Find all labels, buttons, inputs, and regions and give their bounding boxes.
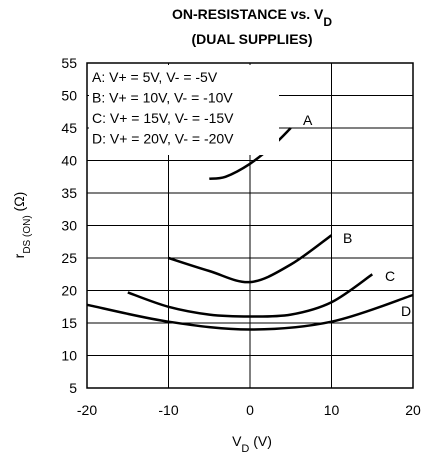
y-tick-label: 25	[61, 250, 77, 266]
legend-entry: A: V+ = 5V, V- = -5V	[92, 69, 218, 85]
y-tick-label: 20	[61, 283, 77, 299]
chart-title-line1: ON-RESISTANCE vs. VD	[172, 6, 332, 29]
series-line-b	[168, 234, 333, 284]
y-tick-label: 50	[61, 88, 77, 104]
y-tick-label: 55	[61, 55, 77, 71]
series-line-a	[209, 127, 292, 180]
series-label-a: A	[303, 112, 313, 128]
series-label-d: D	[401, 303, 411, 319]
y-tick-label: 15	[61, 315, 77, 331]
x-tick-labels: -20 -10 0 10 20	[77, 402, 421, 418]
y-axis-label: rDS (ON) (Ω)	[11, 192, 33, 259]
plot-frame	[86, 62, 414, 389]
y-tick-label: 30	[61, 218, 77, 234]
x-axis-label: VD (V)	[232, 433, 272, 455]
y-tick-label: 10	[61, 348, 77, 364]
y-tick-label: 35	[61, 185, 77, 201]
y-tick-label: 5	[69, 380, 77, 396]
x-tick-label: -20	[77, 402, 97, 418]
series-label-c: C	[385, 268, 395, 284]
chart-title-line2: (DUAL SUPPLIES)	[191, 31, 312, 47]
y-tick-label: 40	[61, 153, 77, 169]
y-tick-label: 45	[61, 120, 77, 136]
legend-box	[89, 65, 279, 155]
x-tick-label: 10	[324, 402, 340, 418]
series-label-b: B	[343, 230, 352, 246]
series-labels: A B C D	[303, 112, 411, 319]
x-tick-label: 0	[246, 402, 254, 418]
series-line-d	[86, 293, 414, 331]
y-tick-labels: 5 10 15 20 25 30 35 40 45 50 55	[61, 55, 77, 396]
x-tick-label: 20	[405, 402, 421, 418]
legend-entry: D: V+ = 20V, V- = -20V	[92, 131, 234, 147]
legend-entry: B: V+ = 10V, V- = -10V	[92, 90, 233, 106]
series-lines	[86, 127, 414, 331]
x-tick-label: -10	[158, 402, 178, 418]
legend-entry: C: V+ = 15V, V- = -15V	[92, 110, 234, 126]
legend: A: V+ = 5V, V- = -5V B: V+ = 10V, V- = -1…	[89, 65, 279, 155]
series-line-c	[127, 273, 374, 318]
chart-title: ON-RESISTANCE vs. VD (DUAL SUPPLIES)	[172, 6, 332, 47]
